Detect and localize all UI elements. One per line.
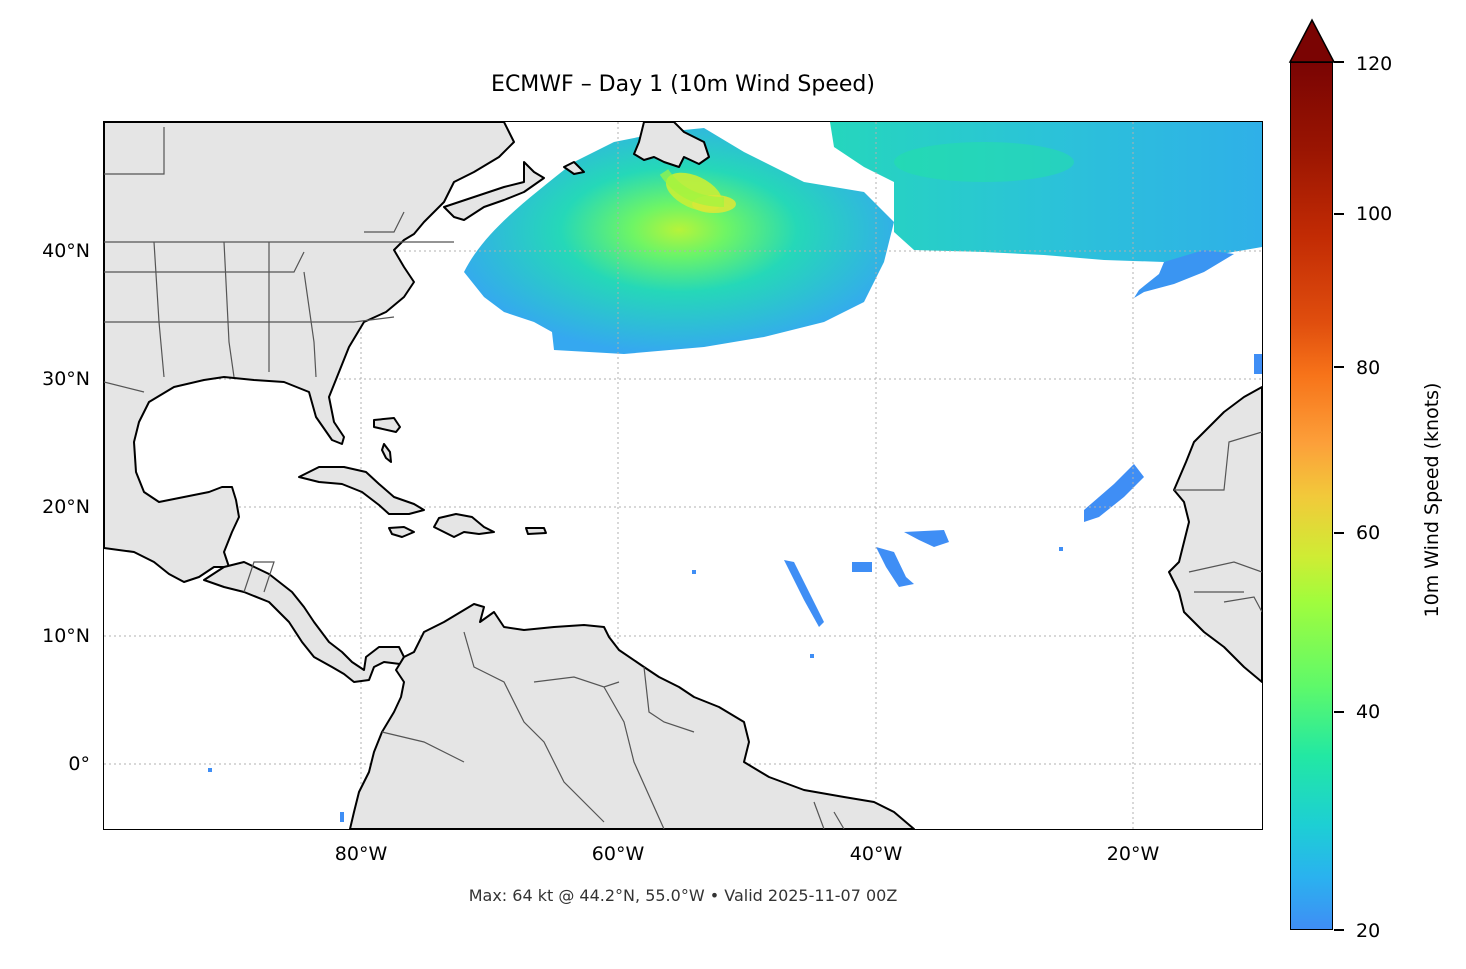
colorbar-tick: [1334, 532, 1344, 534]
hispaniola: [433, 513, 495, 538]
colorbar-label-100: 100: [1356, 203, 1393, 225]
xtick-40w: 40°W: [849, 843, 903, 865]
ytick-equator: 0°: [68, 753, 90, 775]
colorbar-tick: [1334, 929, 1344, 931]
bahamas-2: [381, 443, 392, 463]
west-africa: [1168, 386, 1262, 683]
nova-scotia: [443, 161, 545, 221]
colorbar-tick: [1334, 213, 1344, 215]
colorbar-label-20: 20: [1356, 920, 1381, 942]
colorbar-extend-arrow-icon: [1288, 18, 1336, 63]
colorbar-label-80: 80: [1356, 357, 1381, 379]
xtick-20w: 20°W: [1106, 843, 1160, 865]
pei: [563, 161, 585, 175]
cuba: [298, 466, 425, 515]
wind-field-northeast: [830, 122, 1262, 298]
south-america: [349, 603, 915, 829]
colorbar: [1290, 62, 1333, 930]
colorbar-label-40: 40: [1356, 701, 1381, 723]
colorbar-title: 10m Wind Speed (knots): [1421, 382, 1443, 618]
chart-title: ECMWF – Day 1 (10m Wind Speed): [491, 72, 875, 97]
puerto-rico: [525, 527, 547, 535]
gridlines: [104, 122, 1262, 829]
max-wind-footer: Max: 64 kt @ 44.2°N, 55.0°W • Valid 2025…: [468, 886, 898, 905]
colorbar-tick: [1334, 366, 1344, 368]
colorbar-tick: [1334, 711, 1344, 713]
ytick-40n: 40°N: [42, 240, 90, 262]
map-plot-area: [104, 122, 1262, 829]
bahamas: [373, 417, 401, 433]
colorbar-label-60: 60: [1356, 522, 1381, 544]
ytick-20n: 20°N: [42, 496, 90, 518]
north-america: [104, 122, 515, 583]
central-america: [203, 561, 405, 683]
ytick-30n: 30°N: [42, 368, 90, 390]
wind-field-low: [464, 128, 894, 354]
borders: [104, 127, 1262, 829]
land: [104, 122, 1262, 829]
colorbar-tick: [1334, 61, 1344, 63]
newfoundland: [633, 122, 710, 168]
colorbar-label-120: 120: [1356, 53, 1393, 75]
jamaica: [388, 526, 415, 538]
xtick-80w: 80°W: [334, 843, 388, 865]
xtick-60w: 60°W: [591, 843, 645, 865]
map-canvas: [104, 122, 1262, 829]
ytick-10n: 10°N: [42, 625, 90, 647]
